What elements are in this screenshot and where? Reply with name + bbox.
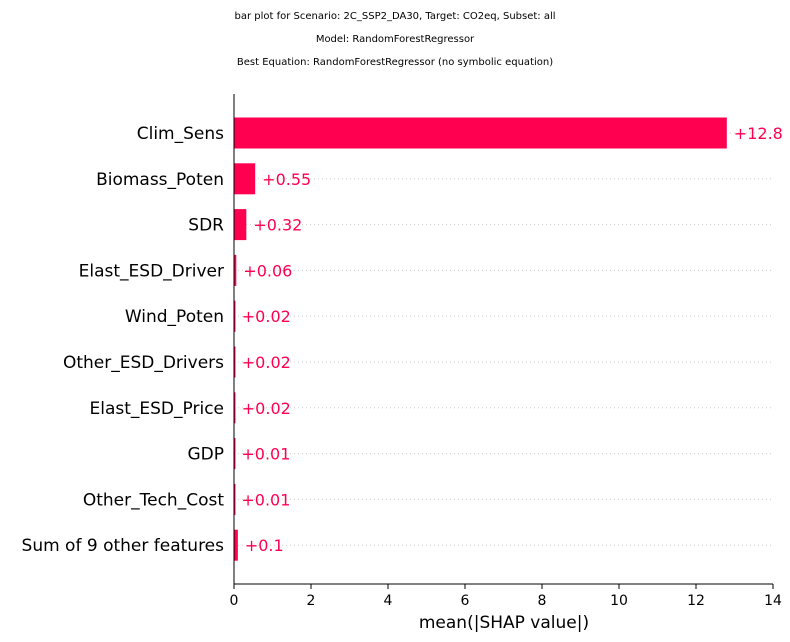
x-tick-label: 10: [610, 593, 628, 609]
x-tick-label: 8: [538, 593, 547, 609]
value-label: +0.32: [253, 216, 302, 235]
value-label: +12.8: [734, 124, 783, 143]
x-ticks: 0 2 4 6 8 10 12 14: [230, 584, 782, 609]
value-label: +0.06: [243, 261, 292, 280]
feature-label: SDR: [188, 216, 224, 236]
feature-label: Clim_Sens: [137, 124, 224, 144]
x-axis-label: mean(|SHAP value|): [419, 613, 589, 633]
chart-title: bar plot for Scenario: 2C_SSP2_DA30, Tar…: [234, 11, 555, 68]
value-label: +0.02: [242, 307, 291, 326]
bar: [234, 529, 238, 561]
value-label: +0.02: [242, 353, 291, 372]
value-label: +0.02: [242, 399, 291, 418]
value-label: +0.55: [262, 170, 311, 189]
bar: [234, 254, 237, 286]
bar: [234, 117, 727, 149]
feature-label: Elast_ESD_Driver: [79, 261, 224, 281]
feature-label: GDP: [187, 445, 224, 465]
x-tick-label: 12: [687, 593, 705, 609]
feature-label: Biomass_Poten: [96, 170, 224, 190]
row-guides: [234, 132, 773, 546]
bar: [234, 392, 236, 424]
feature-label: Sum of 9 other features: [22, 536, 225, 556]
value-labels: +12.8 +0.55 +0.32 +0.06 +0.02 +0.02 +0.02 +0.01…: [241, 124, 782, 555]
value-label: +0.01: [241, 490, 290, 509]
feature-label: Other_Tech_Cost: [83, 490, 224, 510]
bar: [234, 300, 236, 332]
axes: [233, 94, 773, 585]
feature-labels: Clim_Sens Biomass_Poten SDR Elast_ESD_Drive…: [22, 124, 225, 556]
bar: [234, 438, 236, 470]
value-label: +0.1: [245, 536, 284, 555]
feature-label: Other_ESD_Drivers: [63, 353, 224, 373]
x-tick-label: 6: [461, 593, 470, 609]
feature-label: Wind_Poten: [125, 307, 224, 327]
bar: [234, 346, 236, 378]
feature-label: Elast_ESD_Price: [90, 399, 225, 419]
value-label: +0.01: [241, 445, 290, 464]
chart-title-line: bar plot for Scenario: 2C_SSP2_DA30, Tar…: [234, 11, 555, 22]
bar: [234, 483, 236, 515]
x-tick-label: 4: [384, 593, 393, 609]
bar: [234, 163, 256, 195]
chart-title-line: Best Equation: RandomForestRegressor (no…: [237, 57, 553, 68]
x-tick-label: 14: [764, 593, 782, 609]
x-tick-label: 2: [307, 593, 316, 609]
x-tick-label: 0: [230, 593, 239, 609]
bar: [234, 209, 247, 241]
chart-title-line: Model: RandomForestRegressor: [316, 34, 475, 45]
bars: [234, 117, 727, 561]
